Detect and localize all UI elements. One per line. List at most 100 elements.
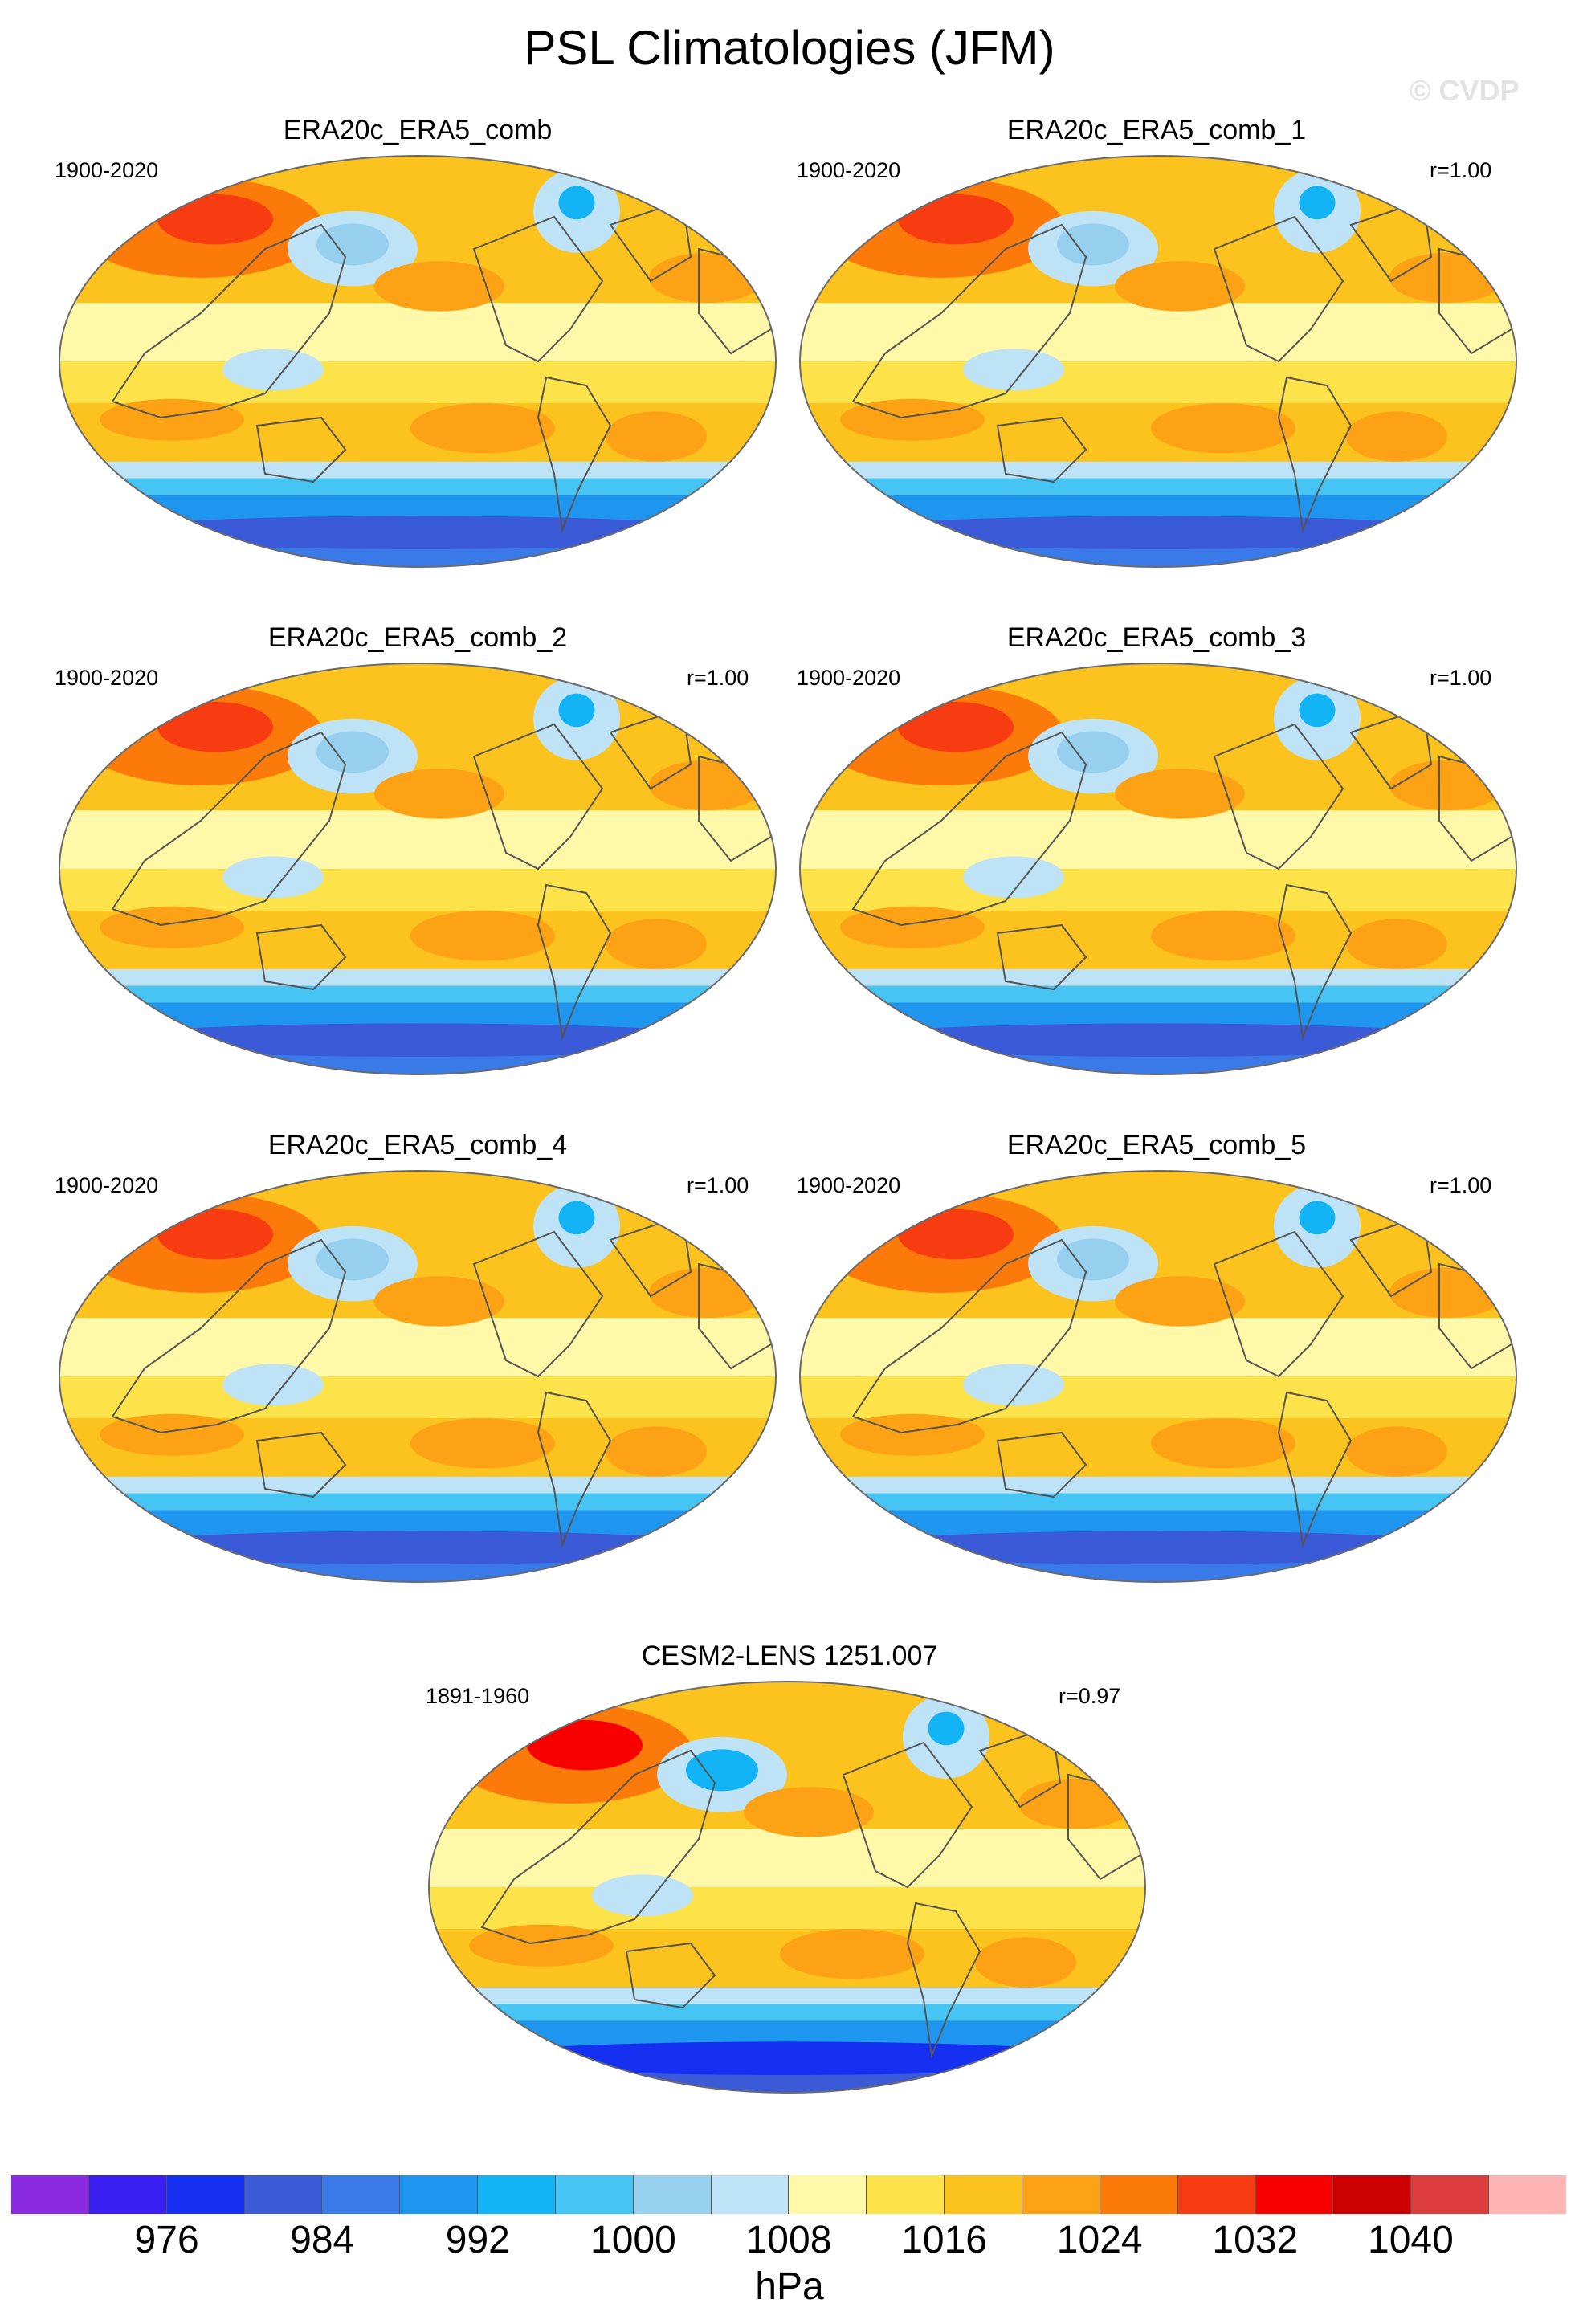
antarctic-trough bbox=[833, 516, 1483, 549]
colorbar bbox=[11, 2175, 1566, 2214]
coastline bbox=[1277, 376, 1353, 533]
panel-title: ERA20c_ERA5_comb_3 bbox=[1006, 622, 1307, 653]
australian-low bbox=[592, 1874, 693, 1917]
subtropical-high bbox=[649, 760, 765, 811]
subtropical-high bbox=[1115, 1276, 1245, 1327]
colorbar-box bbox=[88, 2175, 167, 2214]
siberian-high-core bbox=[898, 194, 1014, 245]
psl-map bbox=[797, 153, 1520, 570]
aleutian-low-core bbox=[316, 731, 389, 773]
panel-period: 1900-2020 bbox=[797, 666, 901, 690]
field-band bbox=[800, 869, 1516, 911]
coastline bbox=[996, 416, 1087, 483]
icelandic-low-core bbox=[558, 1201, 595, 1235]
coastline bbox=[1213, 1230, 1344, 1378]
panel-period: 1891-1960 bbox=[426, 1684, 530, 1708]
icelandic-low-core bbox=[558, 693, 595, 728]
aleutian-low-core bbox=[686, 1749, 758, 1792]
icelandic-low-core bbox=[1299, 693, 1336, 728]
colorbar-box bbox=[1333, 2175, 1412, 2214]
colorbar-tick-label: 1016 bbox=[901, 2219, 987, 2261]
subtropical-high bbox=[374, 1276, 504, 1327]
coastline bbox=[255, 923, 347, 991]
antarctic-trough bbox=[92, 516, 743, 549]
subtropical-high bbox=[410, 403, 555, 454]
coastline bbox=[851, 1238, 1087, 1434]
icelandic-low-core bbox=[928, 1711, 965, 1746]
field-band bbox=[429, 1887, 1145, 1929]
coastline bbox=[851, 731, 1087, 927]
colorbar-box bbox=[789, 2175, 867, 2214]
coastline bbox=[1277, 883, 1353, 1041]
panel-title: ERA20c_ERA5_comb_4 bbox=[267, 1130, 568, 1160]
colorbar-box bbox=[478, 2175, 556, 2214]
colorbar-box bbox=[867, 2175, 945, 2214]
subtropical-high bbox=[606, 411, 707, 462]
coastline bbox=[996, 923, 1087, 991]
colorbar-tick-label: 992 bbox=[445, 2219, 510, 2261]
subtropical-high bbox=[1389, 1267, 1505, 1319]
subtropical-high bbox=[1346, 1426, 1447, 1477]
field-band bbox=[800, 968, 1516, 986]
coastline bbox=[851, 223, 1087, 419]
subtropical-high bbox=[780, 1929, 924, 1979]
map-outline bbox=[428, 1681, 1146, 2094]
colorbar-box bbox=[322, 2175, 401, 2214]
subtropical-high bbox=[975, 1937, 1076, 1988]
panel-correlation: r=0.97 bbox=[1059, 1684, 1121, 1708]
colorbar-box bbox=[945, 2175, 1022, 2214]
psl-map bbox=[56, 153, 779, 570]
field-band bbox=[59, 1476, 776, 1494]
aleutian-low-core bbox=[316, 1238, 389, 1281]
map-outline bbox=[59, 155, 777, 568]
field-band bbox=[59, 1376, 776, 1418]
panel-correlation: r=1.00 bbox=[687, 666, 749, 690]
psl-map bbox=[426, 1678, 1149, 2096]
colorbar-tick-label: 1032 bbox=[1212, 2219, 1299, 2261]
antarctic-trough bbox=[833, 1531, 1483, 1564]
psl-map bbox=[56, 1168, 779, 1585]
field-band bbox=[59, 478, 776, 495]
siberian-high-core bbox=[898, 702, 1014, 752]
siberian-high-core bbox=[157, 1209, 273, 1260]
colorbar-box bbox=[11, 2175, 89, 2214]
icelandic-low-core bbox=[1299, 186, 1336, 220]
aleutian-low-core bbox=[316, 223, 389, 266]
coastline bbox=[255, 416, 347, 483]
panel-correlation: r=1.00 bbox=[1430, 158, 1492, 182]
colorbar-tick-label: 1024 bbox=[1056, 2219, 1143, 2261]
colorbar-box bbox=[1022, 2175, 1100, 2214]
field-band bbox=[59, 461, 776, 479]
subtropical-high bbox=[1151, 403, 1295, 454]
subtropical-high bbox=[1115, 261, 1245, 312]
aleutian-low-core bbox=[1057, 223, 1129, 266]
field-band bbox=[429, 2004, 1145, 2021]
field-band bbox=[800, 461, 1516, 479]
colorbar-box bbox=[633, 2175, 712, 2214]
subtropical-high bbox=[410, 1418, 555, 1469]
colorbar-box bbox=[1100, 2175, 1178, 2214]
subtropical-high bbox=[1346, 919, 1447, 969]
subtropical-high bbox=[1346, 411, 1447, 462]
coastline bbox=[472, 215, 604, 363]
siberian-high-core bbox=[157, 194, 273, 245]
coastline bbox=[1213, 215, 1344, 363]
psl-map bbox=[797, 660, 1520, 1078]
psl-map bbox=[797, 1168, 1520, 1585]
subtropical-high bbox=[374, 261, 504, 312]
coastline bbox=[472, 723, 604, 870]
panel-title: ERA20c_ERA5_comb_2 bbox=[267, 622, 568, 653]
field-band bbox=[59, 968, 776, 986]
coastline bbox=[996, 1431, 1087, 1498]
australian-low bbox=[222, 856, 324, 899]
panel-period: 1900-2020 bbox=[55, 158, 159, 182]
subtropical-high bbox=[606, 919, 707, 969]
australian-low bbox=[222, 1364, 324, 1406]
field-band bbox=[800, 361, 1516, 403]
colorbar-tick-label: 976 bbox=[134, 2219, 199, 2261]
field-band bbox=[59, 869, 776, 911]
panel-correlation: r=1.00 bbox=[687, 1173, 749, 1197]
panel-period: 1900-2020 bbox=[797, 1173, 901, 1197]
australian-low bbox=[222, 349, 324, 391]
coastline bbox=[111, 1238, 347, 1434]
